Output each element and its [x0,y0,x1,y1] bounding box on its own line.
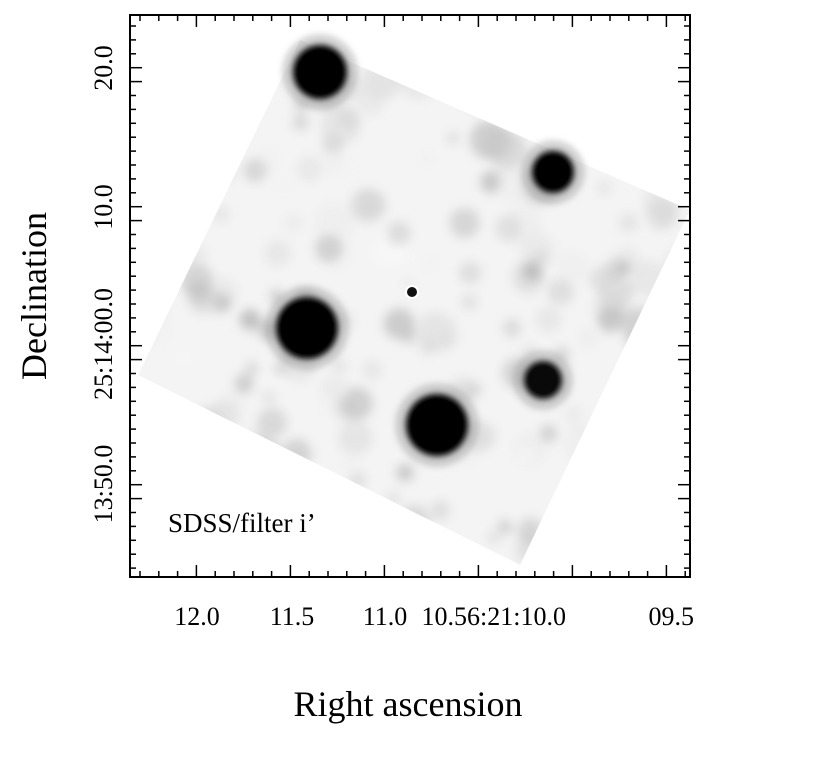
x-tick-label: 11.5 [270,602,315,631]
star-lower-center [405,393,469,457]
noise-blob [165,341,201,378]
noise-blob [645,198,678,231]
noise-blob [320,402,334,416]
x-tick-labels: 12.0 11.5 11.0 10.56:21:10.0 09.5 [174,602,694,631]
noise-blob [313,204,354,244]
noise-blob [296,155,324,182]
noise-blob [597,306,624,333]
noise-blob [502,318,522,338]
y-tick-label: 13:50.0 [89,445,118,524]
noise-blob [338,420,373,455]
noise-blob [461,294,477,310]
noise-blob [274,174,294,194]
noise-blob [257,408,287,438]
noise-blob [377,420,400,443]
noise-blob [556,251,589,284]
noise-blob [234,374,254,394]
noise-blob [494,214,522,242]
x-axis-title: Right ascension [294,684,523,724]
noise-blob [539,424,558,443]
stars-layer [265,34,585,467]
y-tick-label: 25:14:00.0 [89,288,118,400]
noise-blob [419,339,436,356]
x-tick-label: 10.56:21:10.0 [422,602,566,631]
axis-ticks [130,15,690,577]
filter-annotation: SDSS/filter i’ [168,508,316,538]
noise-blob [356,86,385,116]
noise-blob [267,375,287,394]
star-top-left [292,44,348,100]
noise-blob [273,360,290,377]
noise-blob [619,213,639,233]
noise-blob [486,530,502,545]
star-upper-right [531,150,575,194]
noise-blob [239,309,261,331]
noise-blob [362,360,382,380]
noise-blob [188,284,219,315]
noise-blob [244,361,260,377]
plot-frame [129,14,691,578]
noise-blob [458,261,482,285]
noise-blob [597,181,611,195]
noise-blob [430,500,450,520]
noise-blob [396,464,414,482]
noise-blob [315,234,343,263]
image-panel [130,15,690,577]
noise-blob [597,275,633,311]
noise-blob [578,327,599,348]
noise-blob [264,239,291,267]
noise-blob [449,208,480,238]
noise-blob [383,308,415,340]
noise-blob [604,257,628,281]
noise-blob [571,423,585,437]
x-tick-label: 09.5 [649,602,695,631]
y-tick-label: 20.0 [89,45,118,91]
noise-blob [292,114,309,131]
noise-blob [321,374,350,403]
star-right [523,360,563,400]
noise-blob [503,523,521,542]
noise-blob [517,446,535,464]
noise-blob [419,151,435,166]
y-tick-label: 10.0 [89,184,118,230]
noise-blob [333,397,358,421]
noise-blob [332,358,347,374]
y-tick-labels: 20.0 10.0 25:14:00.0 13:50.0 [89,45,118,523]
noise-blob [341,451,361,471]
x-tick-label: 11.0 [363,602,408,631]
noise-blob [446,131,460,145]
noise-blob [243,158,268,183]
noise-blob [407,367,424,384]
noise-blob [320,105,361,146]
noise-blob [465,382,482,398]
star-center-left [275,296,339,360]
noise-blob [422,255,439,272]
noise-blob [530,248,550,268]
target-circle [405,285,419,299]
noise-blob [386,221,411,246]
noise-blob [343,161,364,183]
noise-blob [284,213,303,233]
noise-blob [588,297,605,314]
noise-blob [325,151,346,173]
y-axis-title: Declination [14,212,54,380]
noise-blob [547,278,574,305]
noise-blob [355,189,386,221]
noise-blob [535,306,563,333]
x-tick-label: 12.0 [174,602,220,631]
noise-blob [487,130,527,170]
